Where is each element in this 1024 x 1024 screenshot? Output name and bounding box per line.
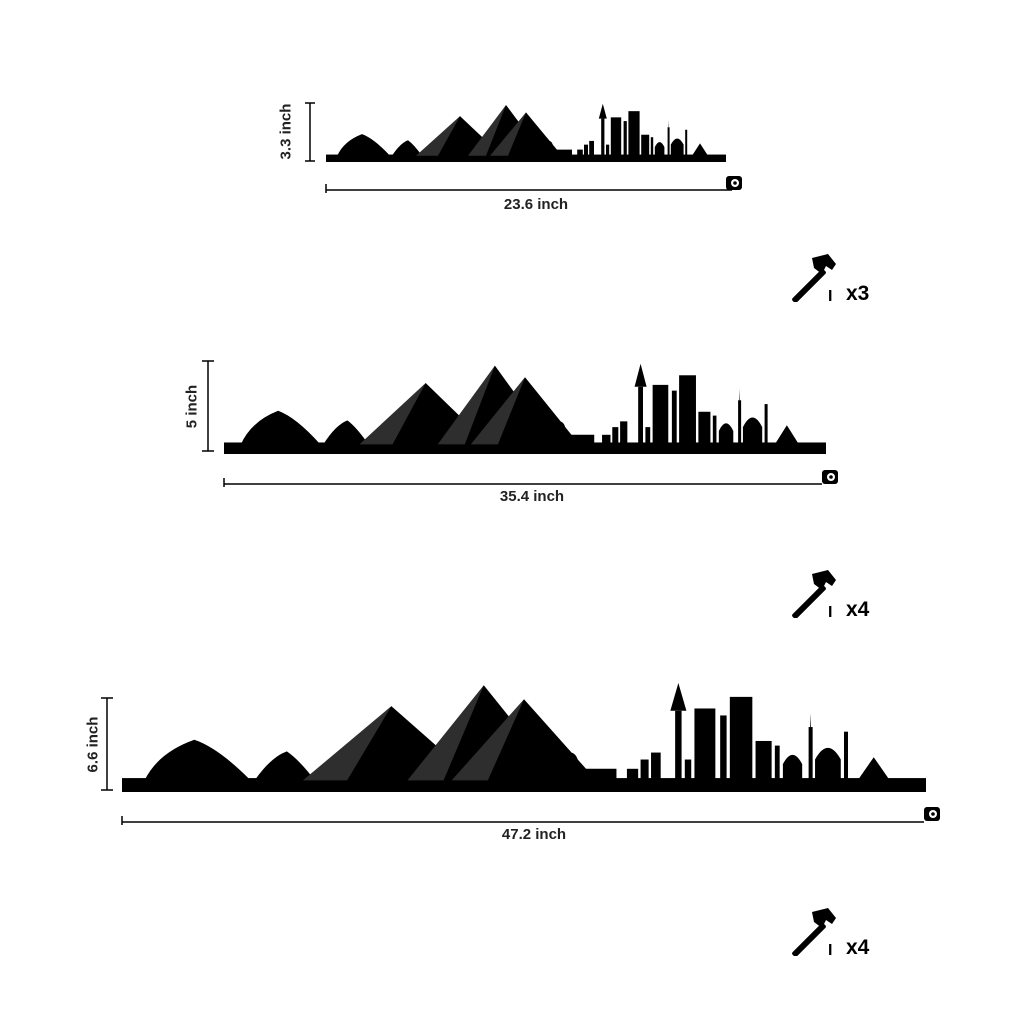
height-dimension-line	[305, 102, 315, 162]
nail-count: x4	[846, 598, 870, 621]
nail-count-group: I x4	[788, 570, 888, 622]
width-dimension-line	[121, 807, 940, 825]
tape-measure-icon	[822, 470, 838, 484]
nail-icon: I	[828, 604, 833, 621]
egypt-skyline-silhouette	[326, 103, 726, 162]
width-dimension-line	[223, 470, 838, 487]
nail-icon: I	[828, 288, 833, 305]
width-dimension-line	[325, 176, 742, 193]
height-dimension-line	[101, 697, 113, 791]
width-label: 23.6 inch	[503, 196, 569, 213]
width-label: 35.4 inch	[499, 488, 565, 505]
egypt-skyline-silhouette	[122, 682, 926, 792]
size-variant-large: 6.6 inch 47.2 inch	[0, 676, 1024, 846]
nail-icon: I	[828, 942, 833, 959]
height-dimension-line	[202, 360, 214, 452]
tape-measure-icon	[726, 176, 742, 190]
egypt-skyline-silhouette	[224, 363, 826, 454]
size-variant-small: 3.3 inch 23.6 inch	[0, 100, 1024, 220]
tape-measure-icon	[924, 807, 940, 821]
height-label: 5 inch	[183, 384, 201, 429]
height-label: 6.6 inch	[84, 716, 102, 773]
width-label: 47.2 inch	[501, 826, 567, 843]
size-variant-medium: 5 inch 35.4 inch	[0, 358, 1024, 518]
nail-count: x3	[846, 282, 870, 305]
nail-count-group: I x4	[788, 908, 888, 960]
height-label: 3.3 inch	[277, 103, 295, 160]
nail-count-group: I x3	[788, 254, 888, 306]
nail-count: x4	[846, 936, 870, 959]
